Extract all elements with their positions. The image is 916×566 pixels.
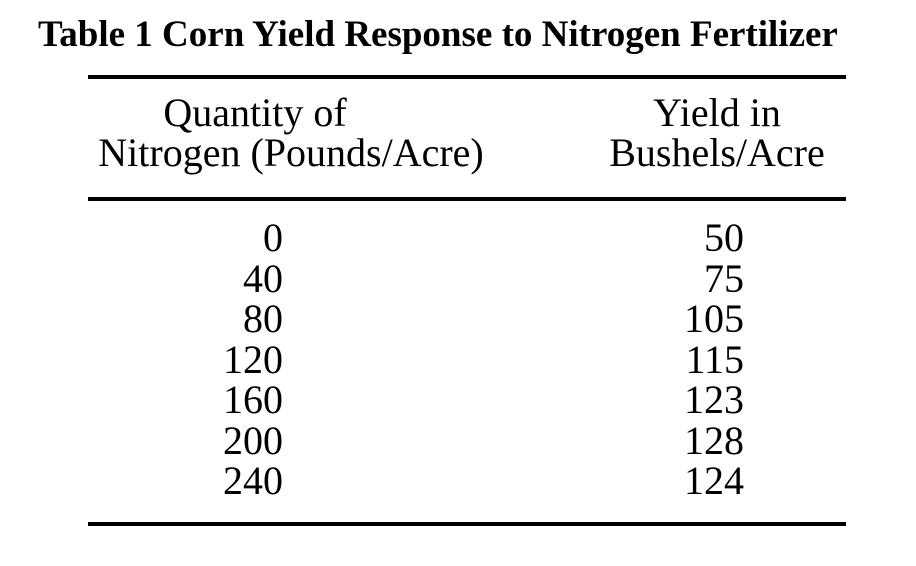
table-bottom-rule (88, 522, 846, 526)
table-header-rule (88, 197, 846, 201)
table-row: 0 50 (0, 215, 916, 260)
table-body: 0 50 40 75 80 105 120 115 160 123 200 128 240 1… (0, 215, 916, 503)
yield-value: 75 (704, 255, 744, 301)
nitrogen-value: 40 (243, 255, 283, 301)
table-row: 120 115 (0, 336, 916, 382)
table-title: Table 1 Corn Yield Response to Nitrogen … (38, 14, 838, 55)
table-row: 80 105 (0, 296, 916, 341)
nitrogen-value: 0 (263, 215, 283, 260)
nitrogen-value: 240 (223, 458, 283, 503)
table-top-rule (88, 75, 846, 79)
yield-value: 123 (684, 377, 744, 422)
column-header-yield-line1: Yield in (653, 90, 781, 135)
column-header-yield-line2: Bushels/Acre (609, 130, 825, 175)
yield-value: 115 (685, 336, 744, 382)
yield-value: 50 (704, 215, 744, 260)
yield-value: 124 (684, 458, 744, 503)
yield-value: 105 (684, 296, 744, 341)
yield-value: 128 (684, 417, 744, 463)
column-header-nitrogen-line2: Nitrogen (Pounds/Acre) (98, 130, 484, 175)
table-row: 240 124 (0, 458, 916, 503)
nitrogen-value: 80 (243, 296, 283, 341)
table-row: 40 75 (0, 255, 916, 301)
nitrogen-value: 200 (223, 417, 283, 463)
nitrogen-value: 120 (223, 336, 283, 382)
table-row: 160 123 (0, 377, 916, 422)
column-header-nitrogen-line1: Quantity of (163, 90, 347, 135)
table-row: 200 128 (0, 417, 916, 463)
nitrogen-value: 160 (223, 377, 283, 422)
